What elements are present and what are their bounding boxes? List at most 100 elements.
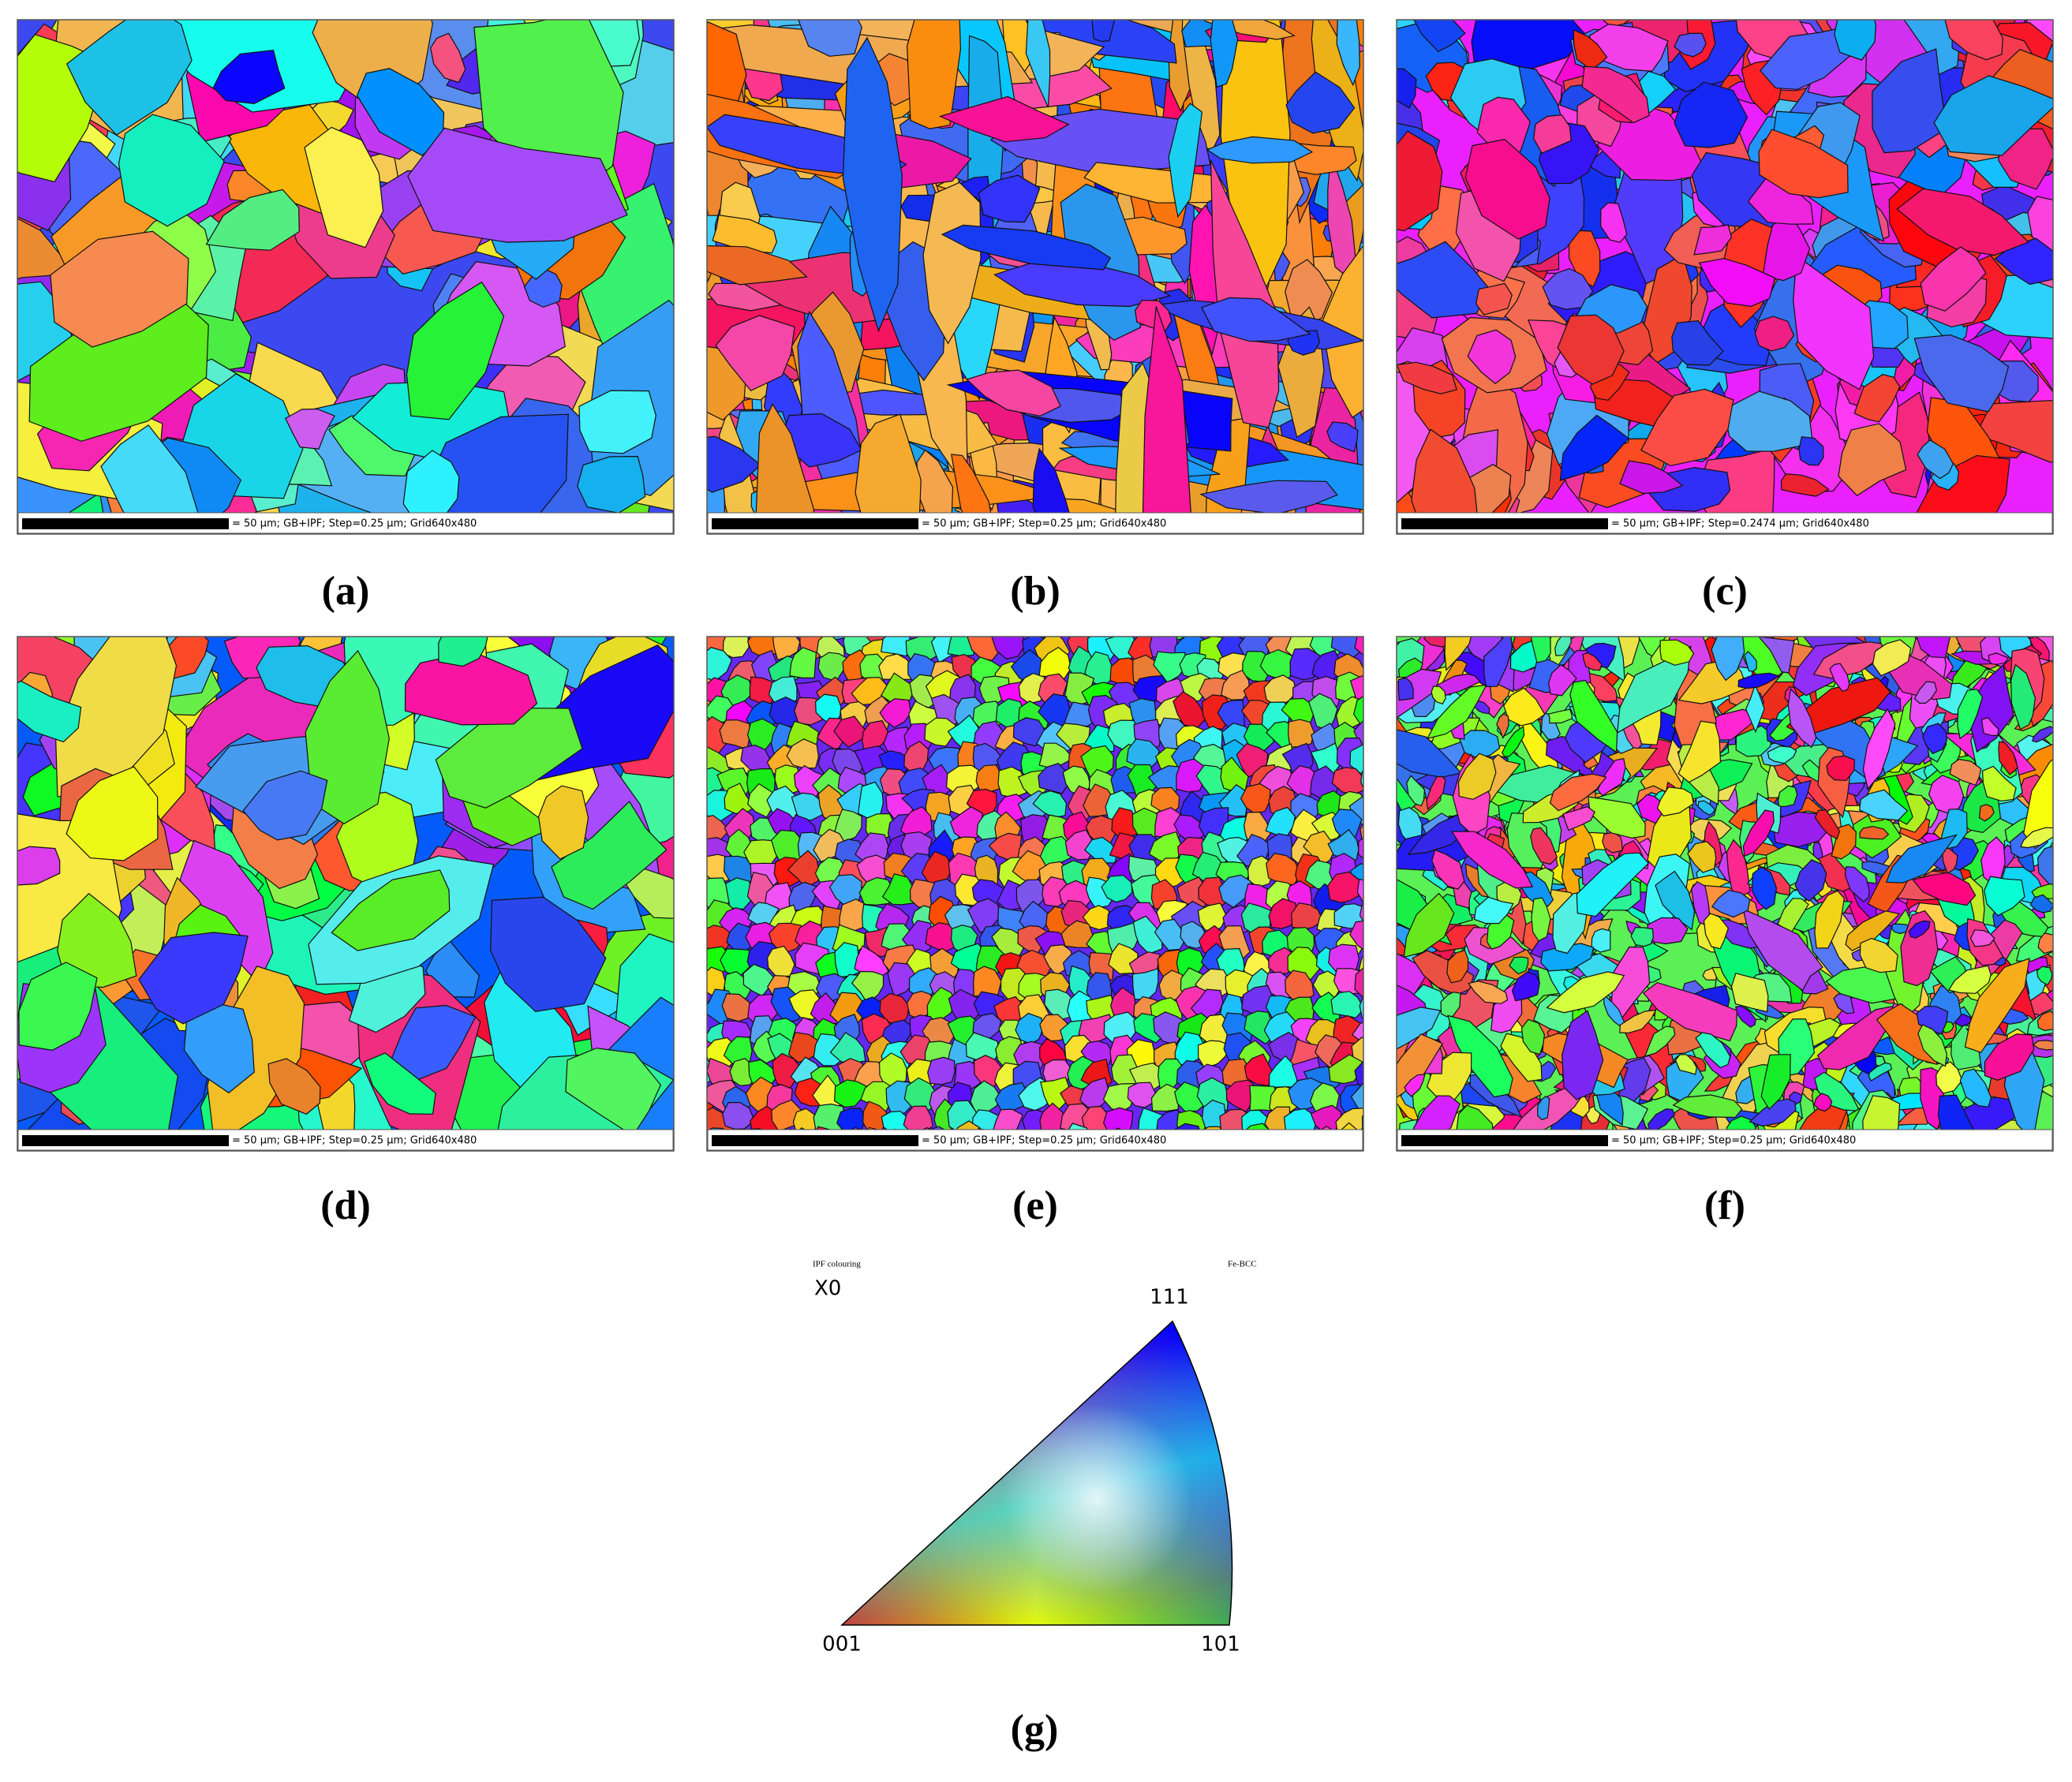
grain <box>1655 870 1696 931</box>
grain <box>1464 139 1550 240</box>
grain <box>1984 1033 2035 1081</box>
scale-text: = 50 μm; GB+IPF; Step=0.25 μm; Grid640x4… <box>232 518 477 530</box>
scale-text: = 50 μm; GB+IPF; Step=0.2474 μm; Grid640… <box>1611 518 1869 530</box>
grain <box>1671 319 1724 366</box>
corner-101: 101 <box>1201 1633 1240 1657</box>
map-frame <box>17 636 675 1152</box>
scale-text: = 50 μm; GB+IPF; Step=0.25 μm; Grid640x4… <box>1611 1135 1856 1147</box>
grain <box>1656 786 1695 816</box>
grain <box>1218 874 1255 909</box>
grain <box>1358 837 1363 859</box>
grain <box>2032 726 2053 743</box>
grain <box>903 740 929 775</box>
grain <box>1038 646 1072 681</box>
grain <box>1959 1068 1992 1108</box>
map-frame <box>706 636 1364 1152</box>
grain <box>1730 973 1769 1013</box>
grain <box>816 1126 832 1130</box>
grain <box>1101 874 1133 903</box>
grain <box>1012 717 1045 747</box>
grain <box>1530 827 1558 865</box>
grain <box>1787 688 1817 749</box>
grain <box>1068 1123 1088 1130</box>
grain <box>1354 1060 1363 1091</box>
grain <box>1397 806 1423 845</box>
grain <box>267 1058 321 1115</box>
grain <box>242 770 328 841</box>
grain <box>1908 920 1931 939</box>
grain <box>1354 637 1363 656</box>
grain <box>1350 1082 1363 1111</box>
grain <box>878 653 914 680</box>
grain <box>1081 1105 1109 1130</box>
grain <box>799 1127 806 1130</box>
grain <box>978 174 1041 223</box>
panels: = 50 μm; GB+IPF; Step=0.25 μm; Grid640x4… <box>17 19 2054 1228</box>
grain <box>1549 773 1607 812</box>
grain <box>1520 1018 1546 1055</box>
grain <box>1557 314 1625 385</box>
grain <box>1168 103 1203 219</box>
grain <box>888 637 907 639</box>
grain <box>1599 202 1628 243</box>
grain <box>1644 1025 1676 1058</box>
grain <box>1451 831 1534 889</box>
grain <box>1978 804 1995 822</box>
grain <box>1038 835 1072 869</box>
grain <box>1582 652 1603 671</box>
grain <box>1838 423 1907 496</box>
grain <box>356 68 445 156</box>
grain <box>1559 414 1629 481</box>
grain <box>1483 637 1513 688</box>
grain <box>1751 866 1778 910</box>
grain <box>1364 653 1389 685</box>
grain <box>1404 1074 1426 1097</box>
grain <box>929 1126 946 1130</box>
map-frame <box>1396 19 2054 535</box>
grain <box>1197 902 1228 933</box>
grain <box>1703 913 1730 950</box>
grain <box>1530 637 1551 663</box>
grain <box>1426 684 1487 740</box>
corner-111: 111 <box>1150 1286 1189 1309</box>
grain <box>967 898 1000 934</box>
grain <box>1211 637 1218 640</box>
grain <box>65 766 159 861</box>
grain <box>1307 693 1338 731</box>
grain <box>744 604 774 636</box>
grain <box>1182 637 1202 641</box>
grain <box>406 281 505 420</box>
grain <box>916 449 954 513</box>
grain <box>1944 20 2004 61</box>
grain <box>1060 920 1094 948</box>
grain <box>1916 454 2010 513</box>
ipf-triangle-outline <box>840 1320 1233 1626</box>
grain <box>1173 1123 1200 1130</box>
panel-label: (g) <box>1011 1707 1059 1752</box>
grain <box>1150 1083 1180 1112</box>
grain <box>435 708 583 809</box>
grain <box>1349 744 1363 774</box>
grain <box>2032 1040 2053 1051</box>
grain <box>1397 68 1417 109</box>
grain <box>1403 892 1455 958</box>
panel-label: (f) <box>1704 1183 1745 1228</box>
grain <box>1285 259 1333 324</box>
grain <box>1554 637 1572 656</box>
grain <box>1988 652 2010 665</box>
grain <box>118 114 225 227</box>
grain <box>1285 71 1356 134</box>
grain <box>1569 679 1618 753</box>
grain <box>1475 282 1513 316</box>
grain <box>925 922 959 952</box>
grain <box>1869 346 1906 368</box>
scale-bar <box>22 1135 229 1146</box>
grain <box>1111 807 1143 838</box>
grain <box>17 680 82 743</box>
grain <box>1397 130 1443 232</box>
grain <box>1537 1095 1550 1121</box>
ipf-legend: IPF colouring Fe-BCC X0 111 001 101 (g) <box>813 1260 1257 1752</box>
grain <box>1068 637 1079 638</box>
grain <box>707 245 808 286</box>
